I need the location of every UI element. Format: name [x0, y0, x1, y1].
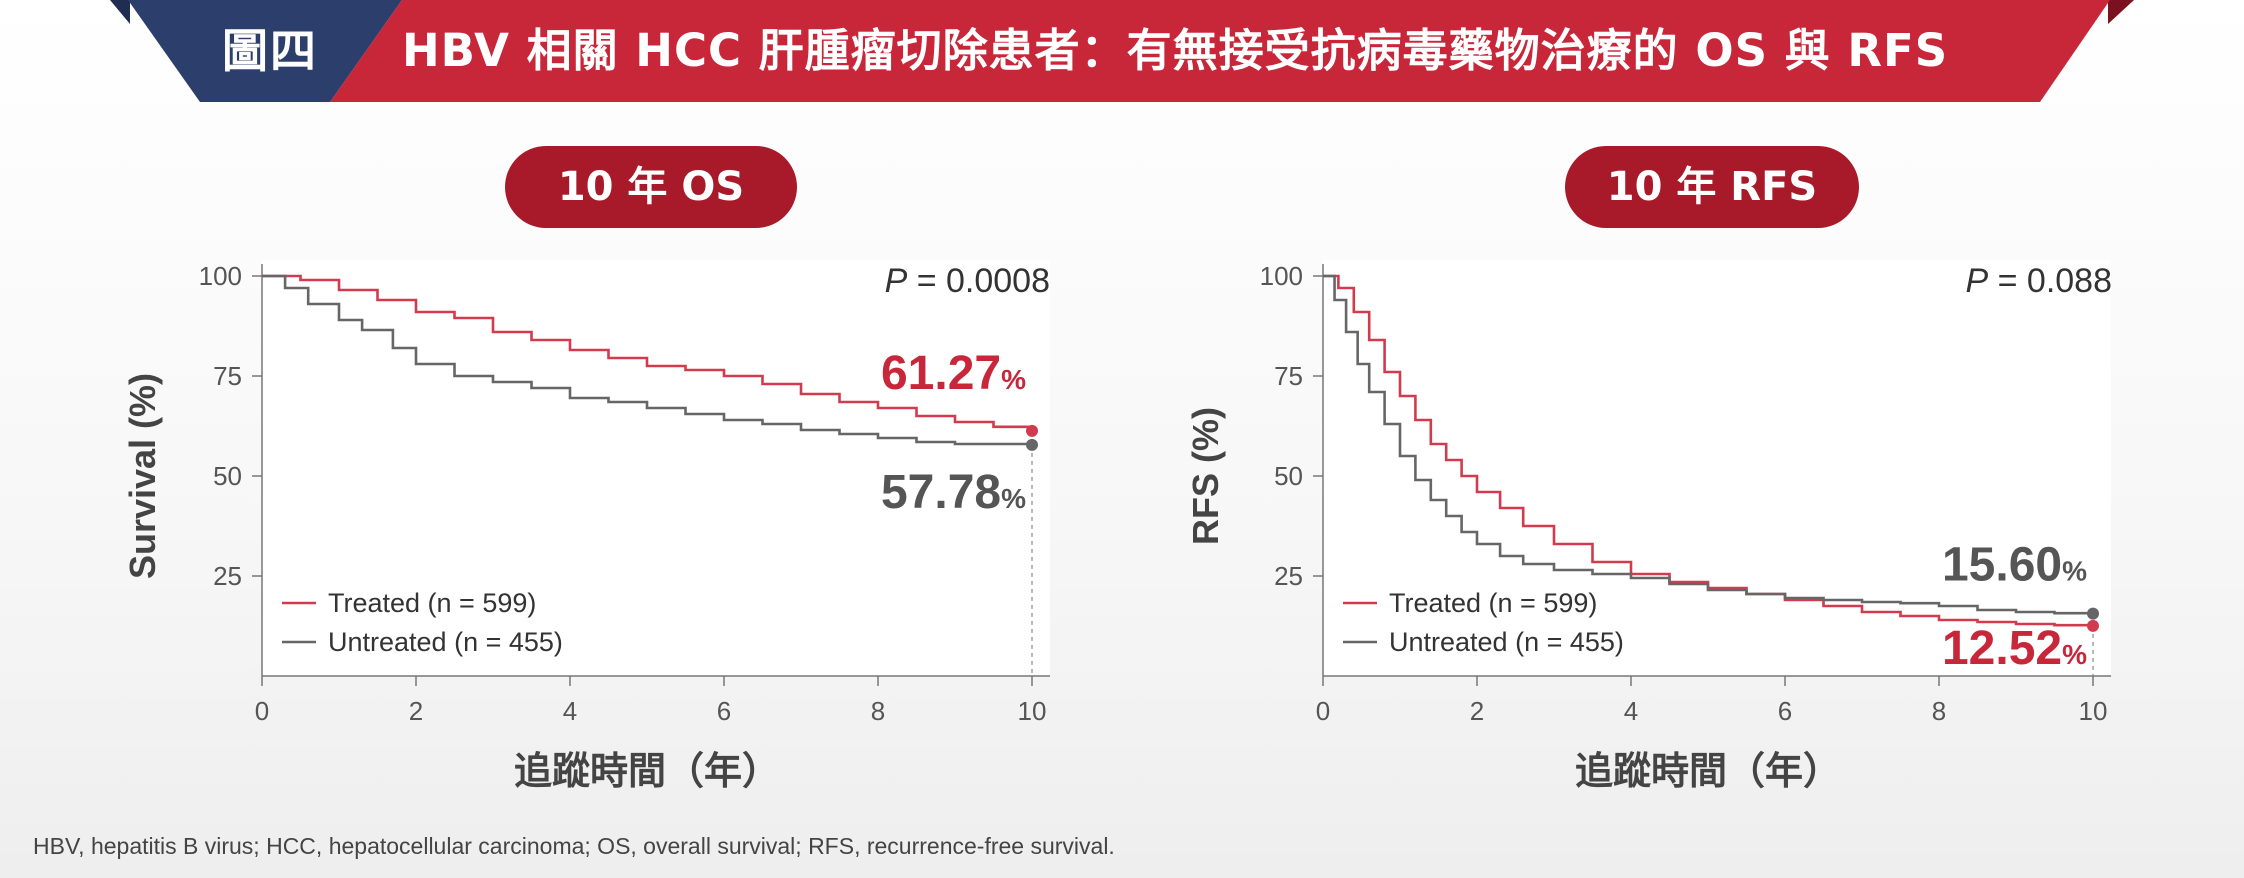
- os-p-symbol: P: [885, 262, 908, 300]
- rfs-legend-treated-label: Treated (n = 599): [1389, 588, 1597, 618]
- os-chart-title: 10 年 OS: [505, 146, 797, 228]
- banner-red-section: [330, 0, 2110, 102]
- rfs-untreated-line: [1323, 274, 2095, 615]
- os-x-tick-label: 8: [871, 696, 885, 726]
- os-untreated-end-point: [1026, 438, 1038, 451]
- rfs-x-tick-label: 8: [1932, 696, 1946, 726]
- rfs-legend-untreated-label: Untreated (n = 455): [1389, 627, 1624, 657]
- rfs-untreated-percent-sign: %: [2062, 556, 2087, 587]
- os-untreated-line: [262, 274, 1034, 446]
- os-untreated-end-value: 57.78: [881, 466, 1001, 519]
- os-treated-end-label: 61.27%: [881, 347, 1026, 400]
- os-x-tick-label: 0: [255, 696, 269, 726]
- banner-left-fold: [110, 0, 130, 24]
- rfs-p-value: P = 0.088: [1965, 262, 2112, 300]
- rfs-x-tick-label: 10: [2079, 696, 2108, 726]
- rfs-plot-area: [1323, 260, 2111, 676]
- rfs-x-tick-label: 4: [1624, 696, 1638, 726]
- os-x-axis-label: 追蹤時間（年）: [514, 749, 780, 793]
- footnote: HBV, hepatitis B virus; HCC, hepatocellu…: [33, 833, 1115, 859]
- rfs-treated-end-point: [2087, 619, 2099, 632]
- rfs-treated-percent-sign: %: [2062, 639, 2087, 670]
- figure-banner: [110, 0, 2134, 102]
- os-y-axis-label: Survival (%): [122, 373, 163, 579]
- banner-navy-section: [128, 0, 402, 102]
- rfs-untreated-end-label: 15.60%: [1942, 539, 2087, 592]
- os-x-tick-label: 10: [1018, 696, 1047, 726]
- os-treated-percent-sign: %: [1001, 364, 1026, 395]
- os-y-tick-label: 50: [213, 461, 242, 491]
- rfs-chart-title: 10 年 RFS: [1565, 146, 1859, 228]
- rfs-untreated-end-point: [2087, 607, 2099, 620]
- os-treated-end-point: [1026, 424, 1038, 437]
- rfs-y-tick-label: 25: [1274, 561, 1303, 591]
- rfs-y-tick-label: 75: [1274, 361, 1303, 391]
- os-p-value: P = 0.0008: [885, 262, 1050, 300]
- os-p-number: = 0.0008: [907, 262, 1050, 300]
- banner-right-fold: [2108, 0, 2134, 24]
- os-treated-line: [262, 274, 1034, 431]
- rfs-treated-end-value: 12.52: [1942, 622, 2062, 675]
- rfs-x-tick-label: 6: [1778, 696, 1792, 726]
- os-y-tick-label: 25: [213, 561, 242, 591]
- os-y-tick-label: 100: [199, 261, 242, 291]
- rfs-untreated-end-value: 15.60: [1942, 539, 2062, 592]
- rfs-y-tick-label: 100: [1260, 261, 1303, 291]
- rfs-x-tick-label: 2: [1470, 696, 1484, 726]
- rfs-x-tick-label: 0: [1316, 696, 1330, 726]
- os-treated-end-value: 61.27: [881, 347, 1001, 400]
- os-legend-treated-label: Treated (n = 599): [328, 588, 536, 618]
- rfs-y-axis-label: RFS (%): [1185, 407, 1226, 545]
- os-untreated-end-label: 57.78%: [881, 466, 1026, 519]
- figure-label: 圖四: [222, 24, 318, 78]
- figure-title: HBV 相關 HCC 肝腫瘤切除患者：有無接受抗病毒藥物治療的 OS 與 RFS: [402, 24, 1949, 77]
- rfs-x-axis-label: 追蹤時間（年）: [1575, 749, 1841, 793]
- os-untreated-percent-sign: %: [1001, 483, 1026, 514]
- rfs-y-tick-label: 50: [1274, 461, 1303, 491]
- os-x-tick-label: 4: [563, 696, 577, 726]
- rfs-treated-line: [1323, 274, 2095, 627]
- rfs-treated-end-label: 12.52%: [1942, 622, 2087, 675]
- os-x-tick-label: 2: [409, 696, 423, 726]
- os-x-tick-label: 6: [717, 696, 731, 726]
- os-legend-untreated-label: Untreated (n = 455): [328, 627, 563, 657]
- rfs-p-symbol: P: [1965, 262, 1988, 300]
- rfs-p-number: = 0.088: [1988, 262, 2112, 300]
- os-y-tick-label: 75: [213, 361, 242, 391]
